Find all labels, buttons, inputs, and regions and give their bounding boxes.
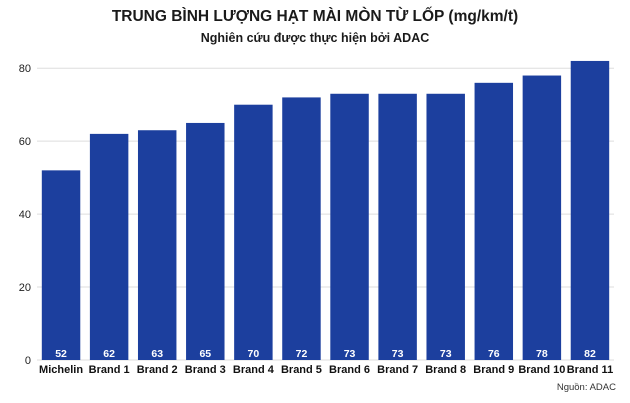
y-axis-ticks: 0 20 40 60 80	[19, 63, 31, 367]
y-tick-label: 0	[25, 355, 31, 367]
category-label: Michelin	[39, 364, 83, 376]
category-label: Brand 5	[281, 364, 322, 376]
category-label: Brand 7	[377, 364, 418, 376]
bar-value-label: 76	[488, 348, 500, 360]
bar-value-label: 65	[199, 348, 211, 360]
bar	[426, 93, 465, 360]
y-tick-label: 20	[19, 282, 31, 294]
bar-value-label: 78	[536, 348, 548, 360]
source-note: Nguồn: ADAC	[556, 382, 616, 393]
bars: 52 62 63 65 70 72 73 73 73 76 78 82	[41, 60, 610, 361]
category-label: Brand 2	[137, 364, 178, 376]
bar-value-label: 73	[392, 348, 404, 360]
chart-title: TRUNG BÌNH LƯỢNG HẠT MÀI MÒN TỪ LỐP (mg/…	[111, 8, 519, 25]
grid-lines	[37, 67, 614, 361]
bar	[89, 133, 129, 360]
bar	[282, 97, 321, 360]
bar-value-label: 73	[440, 348, 452, 360]
bar	[137, 130, 177, 360]
category-label: Brand 11	[567, 364, 613, 376]
bar	[186, 122, 225, 360]
category-label: Brand 6	[329, 364, 370, 376]
bar-value-label: 73	[344, 348, 356, 360]
category-label: Brand 4	[233, 364, 275, 376]
bar	[522, 75, 562, 360]
bar	[330, 93, 369, 360]
category-label: Brand 3	[185, 364, 226, 376]
category-label: Brand 9	[473, 364, 514, 376]
y-tick-label: 60	[19, 136, 31, 148]
y-tick-label: 80	[19, 63, 31, 75]
category-label: Brand 1	[89, 364, 130, 376]
category-label: Brand 10	[518, 364, 565, 376]
bar-value-label: 63	[151, 348, 163, 360]
category-label: Brand 8	[425, 364, 466, 376]
bar-value-label: 72	[296, 348, 308, 360]
bar-value-label: 70	[248, 348, 260, 360]
chart-subtitle: Nghiên cứu được thực hiện bởi ADAC	[200, 31, 430, 45]
bar-value-label: 82	[584, 348, 596, 360]
bar	[378, 93, 417, 360]
bar	[41, 170, 81, 360]
bar-value-label: 62	[103, 348, 115, 360]
x-axis-labels: Michelin Brand 1 Brand 2 Brand 3 Brand 4 Bran…	[39, 364, 613, 376]
bar	[474, 82, 514, 360]
bar	[234, 104, 273, 361]
y-tick-label: 40	[19, 209, 31, 221]
bar	[570, 60, 610, 361]
bar-value-label: 52	[55, 348, 67, 360]
